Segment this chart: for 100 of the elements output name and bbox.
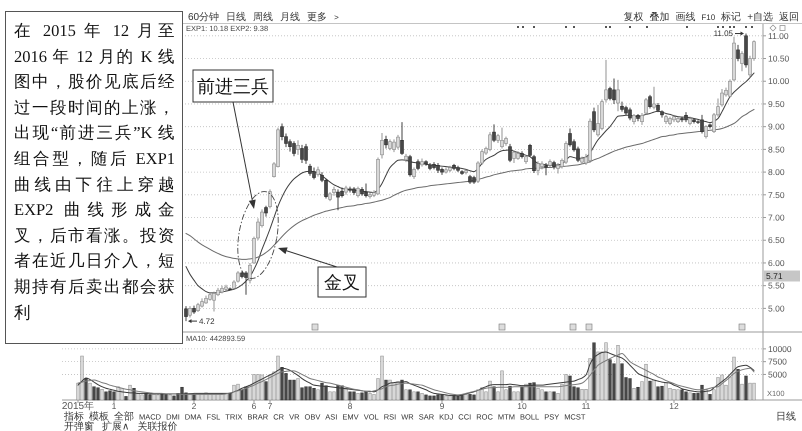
bar <box>676 390 680 400</box>
bar <box>436 394 440 400</box>
annotation: 金叉 <box>324 272 360 292</box>
y-tick-label: 9.00 <box>768 122 785 132</box>
bar <box>300 387 304 400</box>
bar <box>472 394 476 400</box>
text: 5.71 <box>766 271 783 281</box>
y-tick-label: 5.50 <box>768 280 785 291</box>
text: 开弹窗 扩展∧ 关联报价 <box>64 420 178 431</box>
bar <box>464 394 468 400</box>
bar <box>512 392 516 400</box>
bar <box>368 393 372 400</box>
bar <box>692 393 696 400</box>
bar <box>292 380 296 400</box>
bar <box>740 384 744 400</box>
bar <box>744 376 748 400</box>
bar <box>656 386 660 400</box>
bar <box>364 392 368 400</box>
bar <box>424 394 428 400</box>
bar <box>680 390 684 400</box>
bar <box>112 392 116 400</box>
y-tick-label: 8.50 <box>768 144 785 154</box>
x-tick-label: 1 <box>112 401 117 411</box>
y-tick-label: 5000 <box>768 369 788 380</box>
x-tick-label: 11 <box>582 401 591 411</box>
bar <box>684 392 688 400</box>
y-tick-label: 11.00 <box>768 30 789 41</box>
bar <box>660 386 664 400</box>
bar <box>152 394 156 400</box>
bar <box>348 392 352 400</box>
bar <box>332 392 336 400</box>
bar <box>452 396 456 400</box>
bar <box>636 386 640 400</box>
bar <box>264 381 268 400</box>
y-tick-label: 9.50 <box>768 98 785 109</box>
bar <box>516 392 520 400</box>
bar <box>304 386 308 400</box>
text: 日线 <box>776 410 796 422</box>
y-tick-label: 6.00 <box>768 258 785 268</box>
bar <box>544 392 548 400</box>
bar <box>672 389 676 400</box>
y-tick-label: 8.00 <box>768 167 785 178</box>
x-tick-label: 7 <box>268 401 273 411</box>
bar <box>448 396 452 400</box>
bar <box>632 388 636 400</box>
bar <box>648 380 652 400</box>
bar <box>168 394 172 400</box>
bar <box>316 390 320 400</box>
bar <box>440 394 444 400</box>
text: 60分钟 日线 周线 月线 更多 > <box>188 11 340 23</box>
bar <box>328 392 332 400</box>
x-tick-label: 8 <box>348 401 353 411</box>
annotation: 前进三兵 <box>197 76 269 96</box>
bar <box>352 392 356 400</box>
bar <box>608 359 612 400</box>
y-tick-label: 5.00 <box>768 303 785 314</box>
y-tick-label: 7500 <box>768 356 788 367</box>
y-tick-label: 7.00 <box>768 212 785 223</box>
bar <box>468 394 472 400</box>
bar <box>172 396 176 400</box>
bar <box>748 382 752 400</box>
bar <box>140 394 144 400</box>
bar <box>628 378 632 400</box>
bar <box>124 396 128 400</box>
y-tick-label: 10.50 <box>768 54 790 64</box>
bar <box>408 390 412 400</box>
bar <box>104 392 108 400</box>
text: 在 2015 年 12 月至 2016 年 12 月的 K 线图中，股价见底后经过一段时间的上涨，出现“前进三兵”K 线组合型，随后 EXP1 曲线由下往上穿越 EXP2 曲线形成金叉，后市看涨。投资者在近几日介入，短期持有后卖出都会获利 <box>14 21 175 322</box>
bar <box>404 390 408 400</box>
x-tick-label: 6 <box>252 401 257 411</box>
bar <box>88 382 92 400</box>
bar <box>312 388 316 400</box>
x-tick-label: 12 <box>669 401 679 411</box>
bar <box>432 396 436 400</box>
bar <box>708 394 712 400</box>
bar <box>576 387 580 400</box>
bar <box>412 392 416 400</box>
bar <box>620 363 624 400</box>
x-tick-label: 2 <box>192 401 197 411</box>
annotation: 4.72 <box>199 317 216 326</box>
bar <box>428 396 432 400</box>
bar <box>96 387 100 400</box>
bar <box>612 363 616 400</box>
y-tick-label: 6.50 <box>768 235 785 246</box>
bar <box>356 393 360 400</box>
bar <box>416 392 420 400</box>
bar <box>688 392 692 400</box>
bar <box>520 386 524 400</box>
bar <box>752 382 756 400</box>
bar <box>444 396 448 400</box>
annotation: 11.05 <box>714 29 734 38</box>
bar <box>420 393 424 400</box>
y-tick-label: 10.00 <box>768 76 790 86</box>
y-tick-label: 7.50 <box>768 190 785 200</box>
bar <box>156 394 160 400</box>
x-tick-label: 9 <box>440 401 445 411</box>
bar <box>536 388 540 400</box>
bar <box>580 389 584 400</box>
text: 复权 叠加 画线 F10 标记 +自选 返回 <box>623 11 799 23</box>
x-tick-label: 2015年 <box>62 400 94 412</box>
